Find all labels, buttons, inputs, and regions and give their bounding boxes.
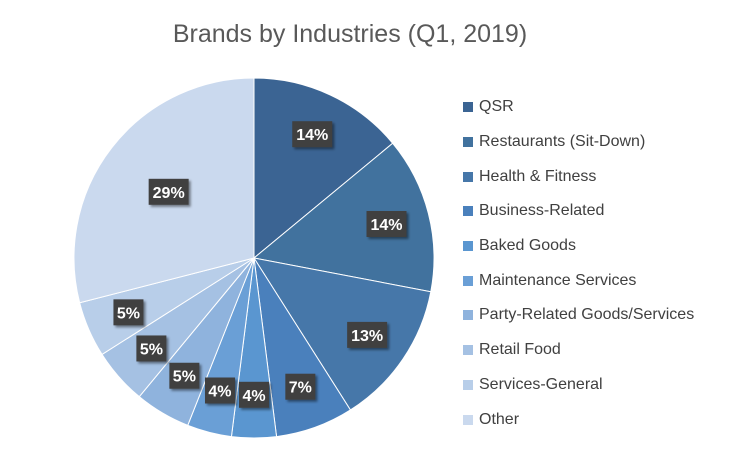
legend-swatch xyxy=(463,171,473,182)
legend-label: Baked Goods xyxy=(479,237,576,255)
data-label-box xyxy=(136,335,167,362)
legend-label: Health & Fitness xyxy=(479,167,597,185)
data-label-business-related: 7% xyxy=(285,373,316,400)
legend-label: Party-Related Goods/Services xyxy=(479,306,695,324)
legend-item-party-related-goods-services: Party-Related Goods/Services xyxy=(463,298,694,333)
legend-swatch xyxy=(463,414,473,425)
chart-title: Brands by Industries (Q1, 2019) xyxy=(172,20,528,48)
legend-swatch xyxy=(463,275,473,286)
data-label-box xyxy=(113,299,144,326)
data-label-box xyxy=(169,362,200,389)
legend-item-retail-food: Retail Food xyxy=(463,333,694,368)
data-label-box xyxy=(292,121,333,148)
legend-label: Maintenance Services xyxy=(479,271,637,289)
legend-label: Retail Food xyxy=(479,341,561,359)
legend-label: Other xyxy=(479,410,520,428)
data-label-text: 4% xyxy=(242,388,265,405)
legend-item-health-fitness: Health & Fitness xyxy=(463,159,694,194)
data-label-box xyxy=(285,373,316,400)
data-label-text: 7% xyxy=(289,380,312,397)
legend: QSR Restaurants (Sit-Down) Health & Fitnes… xyxy=(463,90,694,437)
data-label-text: 5% xyxy=(117,305,140,322)
data-label-box xyxy=(366,210,407,237)
legend-swatch xyxy=(463,345,473,356)
legend-swatch xyxy=(463,379,473,390)
data-label-restaurants-sit-down: 14% xyxy=(366,210,407,237)
pie-slice-restaurants-sit-down xyxy=(252,142,435,293)
pie-slice-qsr xyxy=(253,77,394,260)
legend-label: Restaurants (Sit-Down) xyxy=(479,133,646,151)
data-label-text: 5% xyxy=(140,341,163,358)
data-label-text: 13% xyxy=(351,328,383,345)
legend-swatch xyxy=(463,137,473,148)
data-label-qsr: 14% xyxy=(292,121,333,148)
legend-swatch xyxy=(463,310,473,321)
legend-item-other: Other xyxy=(463,402,694,437)
legend-item-services-general: Services-General xyxy=(463,368,694,403)
legend-item-business-related: Business-Related xyxy=(463,194,694,229)
legend-label: Business-Related xyxy=(479,202,605,220)
data-label-box xyxy=(347,321,388,348)
data-label-text: 5% xyxy=(173,369,196,386)
data-label-text: 14% xyxy=(296,127,328,144)
data-label-box xyxy=(239,381,269,408)
data-label-text: 14% xyxy=(370,217,402,234)
data-label-other: 29% xyxy=(148,178,189,205)
data-label-text: 4% xyxy=(208,384,231,401)
data-label-services-general: 5% xyxy=(113,299,144,326)
pie-slice-health-fitness xyxy=(252,257,432,411)
legend-swatch xyxy=(463,102,473,113)
data-label-maintenance-services: 4% xyxy=(204,377,235,404)
legend-swatch xyxy=(463,206,473,217)
data-label-health-fitness: 13% xyxy=(347,321,388,348)
data-label-retail-food: 5% xyxy=(136,335,167,362)
legend-item-restaurants-sit-down: Restaurants (Sit-Down) xyxy=(463,125,694,160)
legend-label: QSR xyxy=(479,98,514,116)
data-label-box xyxy=(204,377,235,404)
legend-item-qsr: QSR xyxy=(463,90,694,125)
data-label-baked-goods: 4% xyxy=(239,381,269,408)
legend-swatch xyxy=(463,241,473,252)
data-label-text: 29% xyxy=(153,185,185,202)
legend-item-maintenance-services: Maintenance Services xyxy=(463,263,694,298)
data-label-party-related-goods-services: 5% xyxy=(169,362,200,389)
legend-label: Services-General xyxy=(479,375,603,393)
legend-item-baked-goods: Baked Goods xyxy=(463,229,694,264)
data-label-box xyxy=(148,178,189,205)
